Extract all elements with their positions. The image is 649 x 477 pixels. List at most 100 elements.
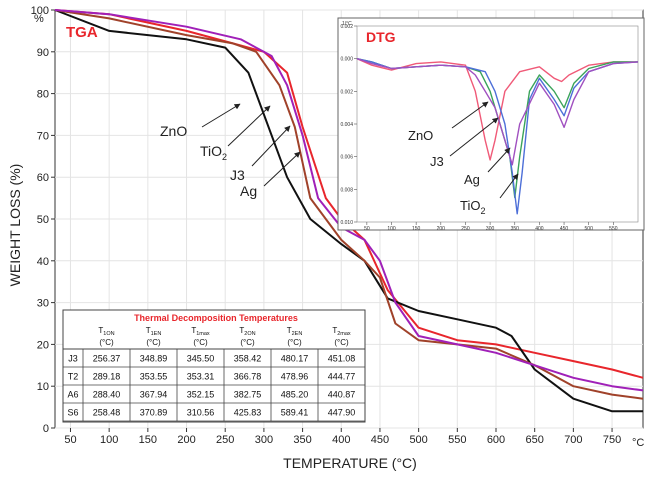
table-cell: 345.50 [187, 354, 215, 364]
tga-y-tick-label: 70 [37, 130, 49, 142]
tga-y-tick-label: 30 [37, 298, 49, 310]
table-col-unit: (°C) [146, 338, 161, 347]
table-col-unit: (°C) [287, 338, 302, 347]
tga-y-unit-label: % [34, 13, 44, 25]
table-col-header-main: T [191, 326, 196, 335]
table-col-header-main: T [146, 326, 151, 335]
table-col-header: T2ON [239, 326, 255, 337]
tga-y-tick-label: 40 [37, 256, 49, 268]
annot-tio2-sub: 2 [222, 152, 227, 162]
table-cell: 348.89 [140, 354, 168, 364]
table-cell: 370.89 [140, 408, 168, 418]
dtg-x-tick-label: 350 [511, 226, 520, 232]
table-cell: 288.40 [93, 390, 121, 400]
dtg-x-tick-label: 450 [560, 226, 569, 232]
table-col-header-sub: 1EN [151, 331, 162, 337]
tga-x-tick-label: 200 [177, 434, 195, 446]
dtg-y-unit-label: 1/°C [342, 21, 352, 27]
dtg-annot-tio2-main: TiO [460, 198, 480, 213]
annot-ag-arrow [263, 151, 301, 187]
annot-ag: Ag [240, 183, 257, 199]
tga-x-tick-label: 100 [100, 434, 118, 446]
dtg-series-purple [356, 58, 639, 166]
table-cell: 256.37 [93, 354, 121, 364]
dtg-annot-tio2-arrow [499, 173, 519, 199]
dtg-annot-zno: ZnO [408, 128, 433, 143]
x-axis-label: TEMPERATURE (°C) [283, 455, 417, 471]
table-cell: 353.55 [140, 372, 168, 382]
annot-zno: ZnO [160, 123, 187, 139]
dtg-annot-j3: J3 [430, 154, 444, 169]
dtg-y-tick-label: 0.004 [340, 122, 353, 128]
table-col-unit: (°C) [334, 338, 349, 347]
annot-j3-arrow [251, 125, 291, 167]
table-cell: 310.56 [187, 408, 215, 418]
tga-y-tick-label: 20 [37, 339, 49, 351]
table-col-header-sub: 2EN [292, 331, 303, 337]
tga-y-tick-label: 80 [37, 89, 49, 101]
annot-j3: J3 [230, 167, 245, 183]
tga-y-tick-label: 60 [37, 172, 49, 184]
decomposition-table: Thermal Decomposition Temperatures T1ON(… [62, 309, 366, 423]
tga-x-tick-label: 650 [526, 434, 544, 446]
table-cell: 589.41 [281, 408, 309, 418]
dtg-x-tick-label: 100 [387, 226, 396, 232]
tga-x-tick-label: 550 [448, 434, 466, 446]
table-cell: 478.96 [281, 372, 309, 382]
tga-x-tick-label: 400 [332, 434, 350, 446]
dtg-x-tick-label: 50 [364, 226, 370, 232]
tga-x-tick-label: 250 [216, 434, 234, 446]
dtg-panel-label: DTG [366, 29, 396, 45]
dtg-annot-tio2: TiO2 [460, 198, 485, 216]
table-cell: 447.90 [328, 408, 356, 418]
tga-x-tick-label: 50 [64, 434, 76, 446]
tga-y-tick-label: 0 [43, 423, 49, 435]
table-frame [62, 309, 366, 423]
table-col-header-sub: 1max [196, 331, 210, 337]
dtg-annot-ag: Ag [464, 172, 480, 187]
tga-x-tick-label: 700 [564, 434, 582, 446]
table-cell: 366.78 [234, 372, 262, 382]
dtg-series-pink [356, 58, 638, 161]
dtg-x-tick-label: 200 [437, 226, 446, 232]
table-cell: 358.42 [234, 354, 262, 364]
table-col-header-sub: 2max [337, 331, 351, 337]
tga-x-tick-label: 750 [603, 434, 621, 446]
table-row-label: J3 [68, 354, 78, 364]
table-col-header: T2EN [287, 326, 303, 337]
tga-y-tick-label: 100 [31, 5, 49, 17]
table-col-header-main: T [332, 326, 337, 335]
dtg-x-tick-label: 400 [535, 226, 544, 232]
tga-x-tick-label: 450 [371, 434, 389, 446]
table-col-header-sub: 2ON [244, 331, 255, 337]
tga-x-tick-label: 300 [255, 434, 273, 446]
dtg-x-tick-label: 150 [412, 226, 421, 232]
table-col-header-main: T [287, 326, 292, 335]
dtg-x-tick-label: 300 [486, 226, 495, 232]
table-cell: 485.20 [281, 390, 309, 400]
tga-y-tick-label: 50 [37, 214, 49, 226]
annot-tio2-main: TiO [200, 143, 222, 159]
dtg-plot-frame [356, 25, 639, 223]
table-col-header-main: T [239, 326, 244, 335]
tga-x-tick-label: 150 [139, 434, 157, 446]
dtg-annot-zno-arrow [451, 101, 489, 129]
dtg-y-tick-label: 0.010 [340, 220, 353, 226]
dtg-y-tick-label: 0.008 [340, 187, 353, 193]
tga-series-purple [54, 9, 644, 392]
annot-tio2: TiO2 [200, 143, 227, 162]
tga-x-unit-label: °C [632, 437, 644, 449]
table-cell: 352.15 [187, 390, 215, 400]
table-row-label: T2 [68, 372, 79, 382]
table-title: Thermal Decomposition Temperatures [134, 313, 298, 323]
tga-annotations: ZnO TiO2 J3 Ag [160, 103, 301, 199]
dtg-annot-j3-arrow [449, 117, 499, 157]
table-col-header: T1max [191, 326, 210, 337]
dtg-annotations: ZnO J3 Ag TiO2 [408, 101, 519, 216]
annot-zno-arrow [201, 103, 241, 128]
tga-y-tick-label: 90 [37, 47, 49, 59]
table-col-unit: (°C) [240, 338, 255, 347]
table-cell: 425.83 [234, 408, 262, 418]
table-cell: 480.17 [281, 354, 309, 364]
